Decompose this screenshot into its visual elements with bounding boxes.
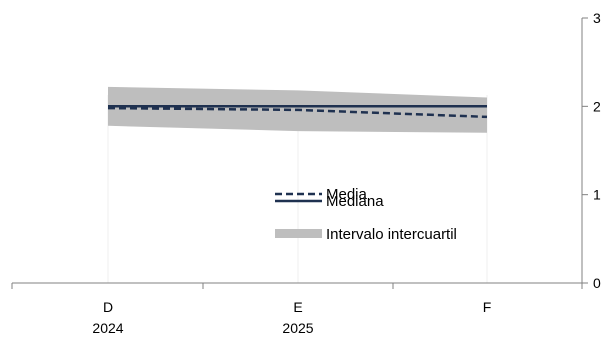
- x-tick-label-2: F: [483, 299, 492, 315]
- series-line-media: [107, 106, 488, 119]
- legend-label-band: Intervalo intercuartil: [326, 226, 457, 243]
- y-tick-label-1: 1: [593, 187, 601, 203]
- y-tick-label-0: 0: [593, 275, 601, 291]
- x-tick-label-1: E: [293, 299, 302, 315]
- x-tick-label-0: D: [103, 299, 113, 315]
- legend: Media Mediana Intervalo intercuartil: [275, 186, 457, 243]
- series-layer: [107, 105, 488, 119]
- y-axis-ticks: [582, 17, 588, 284]
- y-tick-label-3: 3: [593, 10, 601, 26]
- x-axis-ticks: [11, 283, 583, 289]
- x-axis-labels: D 2024 E 2025 F: [92, 299, 491, 336]
- legend-label-mediana: Mediana: [326, 193, 384, 210]
- legend-swatch-band: [275, 229, 322, 238]
- y-tick-label-2: 2: [593, 98, 601, 114]
- x-tick-sublabel-1: 2025: [282, 320, 313, 336]
- legend-label-media: Media: [326, 186, 368, 203]
- x-tick-sublabel-0: 2024: [92, 320, 123, 336]
- axes: [12, 18, 583, 284]
- y-axis-labels: 0 1 2 3: [593, 10, 601, 291]
